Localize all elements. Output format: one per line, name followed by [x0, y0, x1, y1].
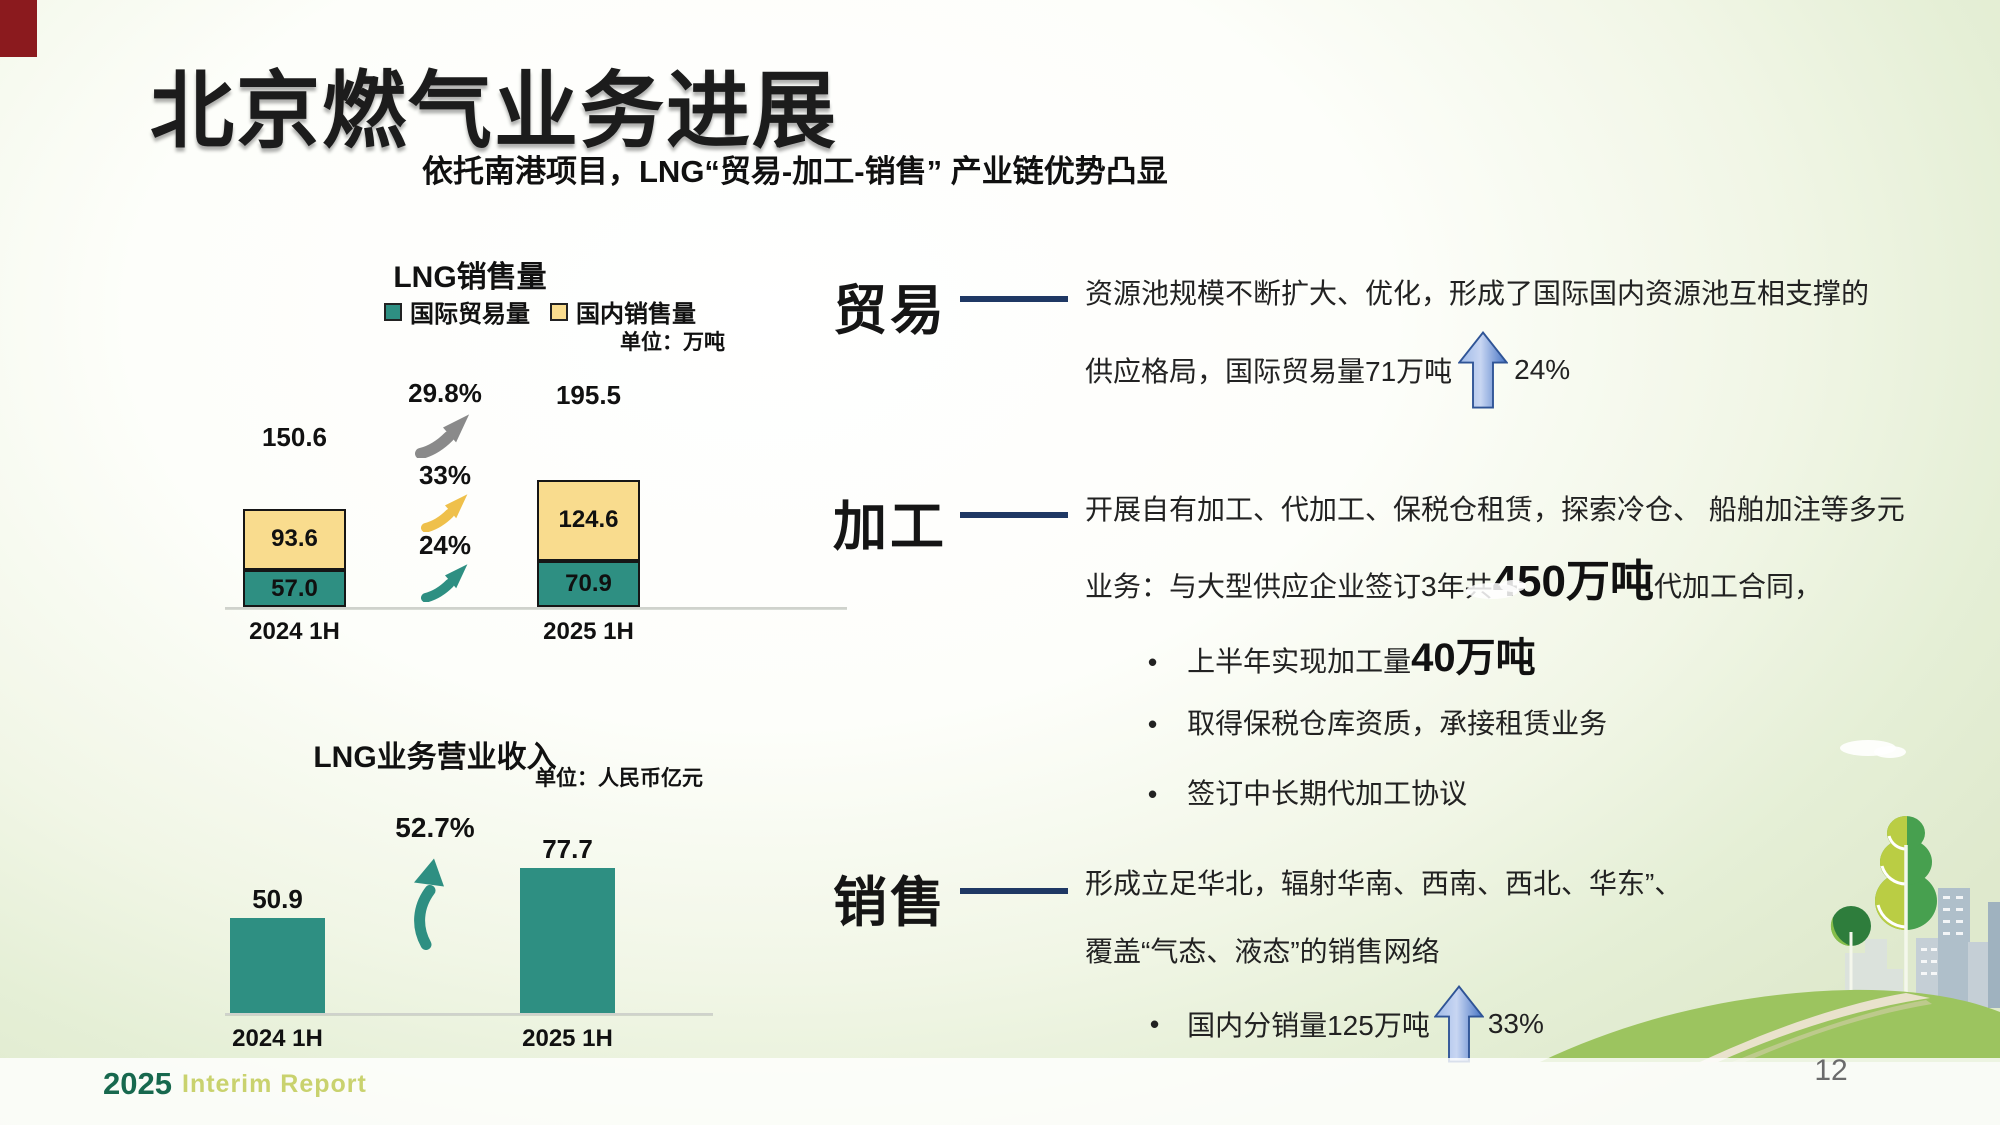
bullet-text: 取得保税仓库资质，承接租赁业务 [1187, 708, 1608, 739]
growth-label-domestic: 33% [418, 460, 472, 490]
legend-swatch-teal-icon [384, 302, 402, 321]
bullet-text: 国内分销量125万吨 [1187, 1010, 1430, 1041]
sales-growth-value: 33% [1487, 1008, 1544, 1039]
growth-arrow-teal-icon [421, 564, 468, 602]
legend-swatch-yellow-icon [550, 302, 568, 321]
lng-sales-volume-chart: LNG销售量 国际贸易量 国内销售量 单位：万吨 93.6 57.0 124.6 70… [225, 190, 855, 660]
processing-line2-pre: 业务：与大型供应企业签订3年共 [1085, 571, 1493, 602]
x-axis-label: 2025 1H [522, 1025, 613, 1052]
bar-segment: 70.9 [537, 560, 640, 607]
trade-growth-value: 24% [1514, 354, 1571, 385]
trade-text-line1: 资源池规模不断扩大、优化，形成了国际国内资源池互相支撑的 [1085, 278, 1870, 309]
x-axis [225, 607, 847, 609]
bar-segment [520, 868, 615, 1013]
section-divider [960, 512, 1068, 518]
legend-item: 国际贸易量 [384, 294, 530, 329]
unit-label: 单位：万吨 [620, 331, 725, 354]
growth-label: 52.7% [395, 812, 475, 843]
bar-segment: 93.6 [243, 509, 346, 570]
bullet-icon: • [1148, 779, 1158, 809]
chart-legend: 国际贸易量 国内销售量 [225, 294, 855, 329]
growth-label-international: 24% [418, 530, 472, 560]
section-divider [960, 296, 1068, 302]
page-number: 12 [1814, 1054, 1848, 1087]
bullet-highlight: 40万吨 [1411, 636, 1536, 680]
chart-title: LNG销售量 [393, 261, 547, 294]
value-label: 77.7 [542, 834, 593, 864]
growth-arrow-yellow-icon [421, 494, 468, 532]
up-arrow-icon [1458, 331, 1509, 409]
legend-label: 国内销售量 [576, 301, 696, 328]
trade-text-line2: 供应格局，国际贸易量71万吨 24% [1085, 330, 1570, 410]
lng-revenue-chart: LNG业务营业收入 单位：人民币亿元 50.9 77.7 52.7% 2024 … [225, 720, 855, 1090]
bar-segment [230, 918, 325, 1013]
unit-label: 单位：人民币亿元 [535, 767, 703, 790]
processing-line2-post: 代加工合同， [1654, 571, 1823, 602]
sales-text-line1: 形成立足华北，辐射华南、西南、西北、华东”、 [1085, 868, 1683, 899]
bullet-text: 签订中长期代加工协议 [1187, 778, 1468, 809]
legend-label: 国际贸易量 [410, 301, 530, 328]
processing-bullet-1: • 上半年实现加工量 40万吨 [1148, 625, 1536, 683]
bullet-text: 上半年实现加工量 [1187, 646, 1412, 677]
value-label: 50.9 [252, 884, 303, 914]
slide-subtitle: 依托南港项目，LNG“贸易-加工-销售” 产业链优势凸显 [422, 154, 1168, 189]
processing-bullet-3: • 签订中长期代加工协议 [1148, 772, 1467, 812]
growth-arrow-teal-icon [414, 858, 444, 950]
corner-accent [0, 0, 37, 57]
total-label: 150.6 [261, 422, 328, 452]
x-axis [225, 1013, 713, 1015]
bullet-icon: • [1148, 709, 1158, 739]
bar-segment: 124.6 [537, 479, 640, 561]
section-divider [960, 888, 1068, 894]
section-heading-trade: 贸易 [833, 281, 947, 341]
trade-line2-text: 供应格局，国际贸易量71万吨 [1085, 356, 1453, 387]
chart-title: LNG业务营业收入 [313, 741, 557, 774]
footer-year: 2025 [103, 1066, 172, 1101]
total-label: 195.5 [555, 380, 622, 410]
bar-segment: 57.0 [243, 569, 346, 607]
page-title: 北京燃气业务进展 [150, 64, 839, 158]
footer-band [0, 1058, 2000, 1125]
x-axis-label: 2025 1H [543, 618, 634, 645]
sales-text-line2: 覆盖“气态、液态”的销售网络 [1085, 936, 1440, 967]
processing-text-line1: 开展自有加工、代加工、保税仓租赁，探索冷仓、 船舶加注等多元 [1085, 494, 1905, 525]
processing-bullet-2: • 取得保税仓库资质，承接租赁业务 [1148, 702, 1607, 742]
bullet-icon: • [1150, 1008, 1160, 1039]
footer-report-label: Interim Report [182, 1070, 367, 1098]
x-axis-label: 2024 1H [249, 618, 340, 645]
sales-bullet: • 国内分销量125万吨 33% [1150, 983, 1544, 1065]
growth-label-total: 29.8% [408, 378, 482, 408]
city-trees-illustration [1466, 580, 2000, 1062]
bullet-icon: • [1148, 647, 1158, 677]
x-axis-label: 2024 1H [232, 1025, 323, 1052]
growth-arrow-gray-icon [415, 414, 470, 458]
section-heading-sales: 销售 [833, 873, 947, 933]
legend-item: 国内销售量 [550, 294, 696, 329]
section-heading-processing: 加工 [833, 497, 947, 557]
